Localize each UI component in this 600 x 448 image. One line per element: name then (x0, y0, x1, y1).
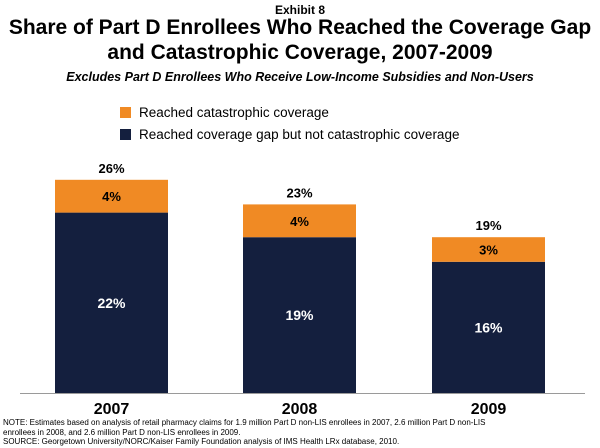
source-line: SOURCE: Georgetown University/NORC/Kaise… (3, 437, 400, 447)
data-label-gap-2007: 22% (97, 295, 126, 311)
chart-legend: Reached catastrophic coverage Reached co… (120, 101, 459, 145)
data-label-gap-2009: 16% (474, 319, 503, 335)
total-label-2007: 26% (98, 161, 124, 176)
chart-title-line-2: and Catastrophic Coverage, 2007-2009 (107, 41, 493, 64)
bar-catastrophic-2009 (432, 237, 545, 262)
legend-swatch-catastrophic (120, 106, 131, 118)
legend-label-gap: Reached coverage gap but not catastrophi… (139, 126, 460, 142)
bar-catastrophic-2008 (243, 204, 356, 238)
note-line-1: NOTE: Estimates based on analysis of ret… (3, 418, 486, 427)
chart-subtitle: Excludes Part D Enrollees Who Receive Lo… (66, 70, 534, 84)
exhibit-label: Exhibit 8 (274, 3, 325, 17)
chart-title-line-1: Share of Part D Enrollees Who Reached th… (8, 16, 592, 39)
total-label-2008: 23% (286, 185, 312, 200)
legend-item-gap: Reached coverage gap but not catastrophi… (120, 123, 459, 145)
bar-gap-2008 (243, 237, 356, 393)
bar-gap-2009 (432, 261, 545, 393)
data-label-catastrophic-2008: 4% (290, 214, 309, 229)
legend-label-catastrophic: Reached catastrophic coverage (139, 104, 329, 120)
chart-notes: NOTE: Estimates based on analysis of ret… (3, 418, 599, 447)
x-tick-label-2007: 2007 (94, 401, 130, 418)
chart-title: Share of Part D Enrollees Who Reached th… (0, 15, 600, 65)
x-tick-label-2009: 2009 (471, 401, 507, 418)
bar-gap-2007 (55, 212, 168, 393)
x-tick-label-2008: 2008 (282, 401, 318, 418)
bar-catastrophic-2007 (55, 179, 168, 213)
note-line-2: enrollees in 2008, and 2.6 million Part … (3, 427, 241, 437)
data-label-catastrophic-2007: 4% (102, 189, 121, 204)
total-label-2009: 19% (475, 218, 501, 233)
data-label-catastrophic-2009: 3% (479, 243, 498, 258)
data-label-gap-2008: 19% (285, 307, 314, 323)
legend-swatch-gap (120, 128, 131, 140)
legend-item-catastrophic: Reached catastrophic coverage (120, 101, 459, 123)
